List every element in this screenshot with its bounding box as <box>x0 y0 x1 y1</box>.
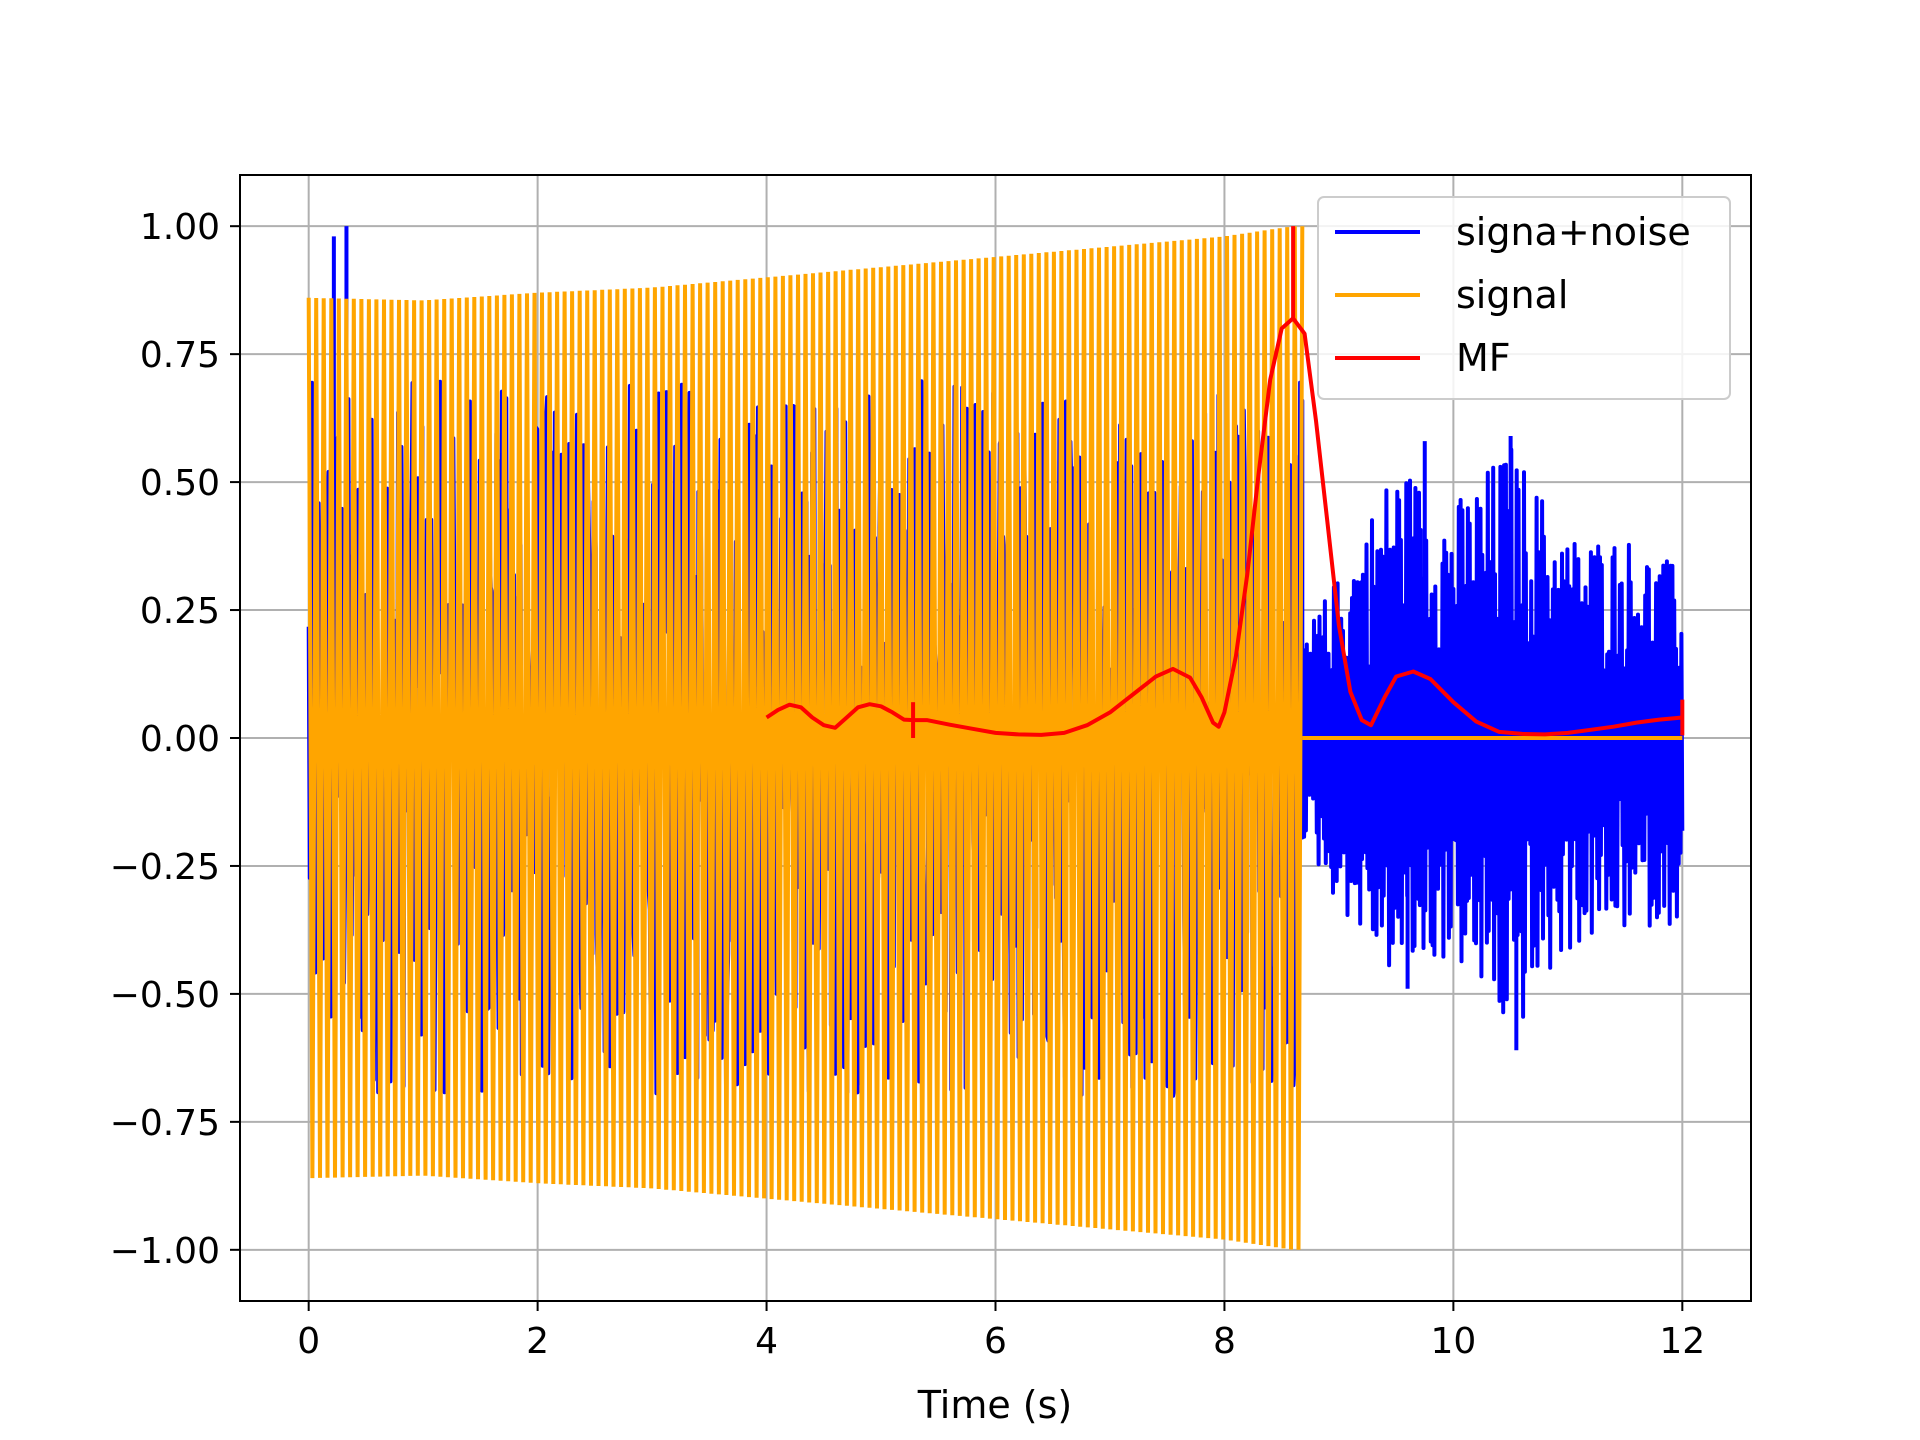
mf-line <box>765 316 1683 737</box>
legend-label-signal-noise: signa+noise <box>1456 210 1691 254</box>
y-tick-label: −1.00 <box>110 1231 220 1272</box>
x-tick-label: 10 <box>1430 1321 1476 1362</box>
series-mf <box>765 226 1685 738</box>
legend-box <box>1317 196 1731 400</box>
y-ticks: 1.00 0.75 0.50 0.25 0.00 −0.25 −0.50 −0.75 −1.00 <box>110 207 240 1272</box>
x-tick-label: 8 <box>1213 1321 1236 1362</box>
y-tick-label: −0.75 <box>110 1103 220 1144</box>
x-tick-label: 12 <box>1659 1321 1705 1362</box>
y-tick-label: 0.25 <box>140 591 220 632</box>
series-signal <box>306 226 1683 1250</box>
x-axis-label: Time (s) <box>917 1383 1073 1427</box>
y-tick-label: 0.75 <box>140 335 220 376</box>
x-ticks: 0 2 4 6 8 10 12 <box>297 1301 1705 1362</box>
signal-line <box>306 226 1305 1250</box>
legend: signa+noise signal MF <box>1317 196 1731 400</box>
x-tick-label: 0 <box>297 1321 320 1362</box>
legend-label-signal: signal <box>1456 273 1568 317</box>
x-tick-label: 4 <box>755 1321 778 1362</box>
y-tick-label: −0.50 <box>110 975 220 1016</box>
legend-label-mf: MF <box>1456 336 1511 380</box>
x-tick-label: 6 <box>984 1321 1007 1362</box>
y-tick-label: 0.00 <box>140 719 220 760</box>
y-tick-label: 0.50 <box>140 463 220 504</box>
x-tick-label: 2 <box>526 1321 549 1362</box>
y-tick-label: −0.25 <box>110 847 220 888</box>
plot-area <box>306 226 1685 1250</box>
y-tick-label: 1.00 <box>140 207 220 248</box>
